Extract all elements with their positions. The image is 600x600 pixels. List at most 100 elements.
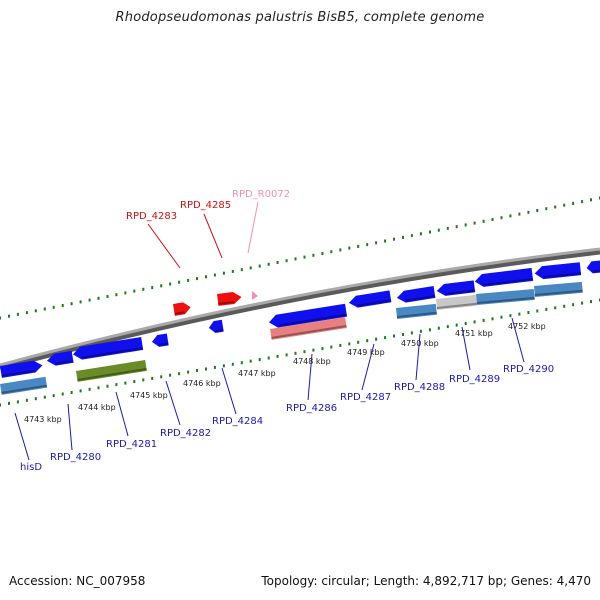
gene-label-bottom: hisD <box>20 462 42 473</box>
outer-tick <box>491 218 494 221</box>
kbp-tick-label: 4750 kbp <box>401 339 439 348</box>
kbp-tick-label: 4752 kbp <box>508 322 546 331</box>
outer-tick <box>0 316 1 320</box>
gene-4280-shade <box>55 359 74 365</box>
gene-label-bottom: RPD_4282 <box>160 428 211 439</box>
inner-tick <box>178 372 181 376</box>
inner-tick <box>491 317 494 321</box>
inner-tick <box>455 323 458 327</box>
outer-tick <box>366 243 369 247</box>
gene-4282 <box>151 333 169 347</box>
outer-tick <box>357 244 360 248</box>
outer-tick <box>410 234 413 238</box>
gene-4289-bottom-shade <box>436 302 477 309</box>
tick-marks <box>0 196 600 407</box>
inner-tick <box>339 343 342 347</box>
gene-label-bottom: RPD_4280 <box>50 452 101 463</box>
outer-tick <box>437 228 440 232</box>
gene-4291-shade <box>592 269 600 273</box>
gene-labels: 4743 kbp 4744 kbp 4745 kbp 4746 kbp 4747 kbp… <box>20 189 554 473</box>
inner-tick <box>124 381 127 385</box>
gene-4290 <box>534 262 582 280</box>
outer-tick <box>536 209 539 212</box>
kbp-tick-label: 4751 kbp <box>455 329 493 338</box>
outer-tick <box>500 216 503 220</box>
gene-4283-body <box>173 302 191 316</box>
inner-tick <box>581 301 584 305</box>
outer-tick <box>285 259 288 263</box>
inner-tick <box>375 337 378 341</box>
inner-tick <box>231 362 234 366</box>
gene-4281-bottom <box>76 360 147 382</box>
outer-tick <box>518 212 521 216</box>
gene-4285-body <box>217 292 242 306</box>
outer-tick <box>142 287 145 291</box>
outer-tick <box>321 252 324 255</box>
inner-tick <box>437 326 440 330</box>
kbp-tick-label: 4745 kbp <box>130 391 168 400</box>
outer-tick <box>563 203 566 207</box>
inner-tick <box>357 340 360 344</box>
outer-tick <box>455 225 458 229</box>
outer-tick <box>34 309 37 313</box>
gene-hisD-top <box>0 360 43 378</box>
gene-label-bottom: RPD_4288 <box>394 382 445 393</box>
inner-tick <box>572 303 575 307</box>
inner-tick <box>61 392 64 396</box>
inner-tick <box>43 395 46 399</box>
gene-4289b <box>474 267 534 287</box>
outer-tick <box>205 275 207 279</box>
gene-4290-body <box>534 262 582 280</box>
outer-tick <box>25 311 28 315</box>
outer-tick <box>196 277 198 281</box>
inner-tick <box>267 356 270 360</box>
outer-tick <box>339 248 342 252</box>
outer-tick <box>294 257 297 261</box>
gene-label-bottom: RPD_4286 <box>286 403 337 414</box>
inner-tick <box>79 389 82 393</box>
gene-label-bottom: RPD_4284 <box>212 416 263 427</box>
gene-4286-bottom-shade <box>271 325 347 339</box>
inner-tick <box>321 347 324 351</box>
kbp-tick-label: 4743 kbp <box>24 415 62 424</box>
outer-tick <box>545 207 548 211</box>
kbp-tick-label: 4746 kbp <box>183 379 221 388</box>
outer-tick <box>554 205 557 209</box>
gene-label-top: RPD_R0072 <box>232 189 290 200</box>
gene-4288-body <box>396 286 436 303</box>
inner-tick <box>464 322 467 325</box>
label-leader <box>247 201 259 254</box>
label-leaders <box>14 201 525 461</box>
outer-tick <box>303 255 306 259</box>
gene-4288 <box>396 286 436 303</box>
inner-tick <box>88 387 91 391</box>
gene-4284-shade <box>214 328 224 332</box>
gene-4289b-body <box>474 267 534 287</box>
inner-tick <box>554 306 557 310</box>
gene-4283 <box>173 302 191 316</box>
gene-4289-bottom-body <box>436 294 477 310</box>
inner-tick <box>545 307 548 311</box>
outer-tick <box>43 307 46 311</box>
gene-4290-shade <box>543 272 582 279</box>
outer-tick <box>178 280 181 284</box>
label-leader <box>115 391 129 437</box>
inner-tick <box>419 329 422 333</box>
outer-tick <box>97 296 100 300</box>
gene-4290-bottom-shade <box>534 289 583 296</box>
accession-text: Accession: NC_007958 <box>9 574 146 588</box>
gene-hisD-top-shade <box>1 369 36 377</box>
outer-tick <box>160 284 163 288</box>
gene-4288-shade <box>405 294 436 302</box>
gene-4287 <box>348 290 392 308</box>
outer-tick <box>375 241 378 245</box>
inner-tick <box>482 318 485 322</box>
inner-tick <box>285 353 288 357</box>
label-leader <box>221 367 237 415</box>
gene-4289b-bottom-body <box>476 288 535 305</box>
inner-tick <box>16 400 19 404</box>
inner-tick <box>446 325 449 329</box>
outer-tick <box>464 223 467 227</box>
inner-tick <box>518 312 521 316</box>
